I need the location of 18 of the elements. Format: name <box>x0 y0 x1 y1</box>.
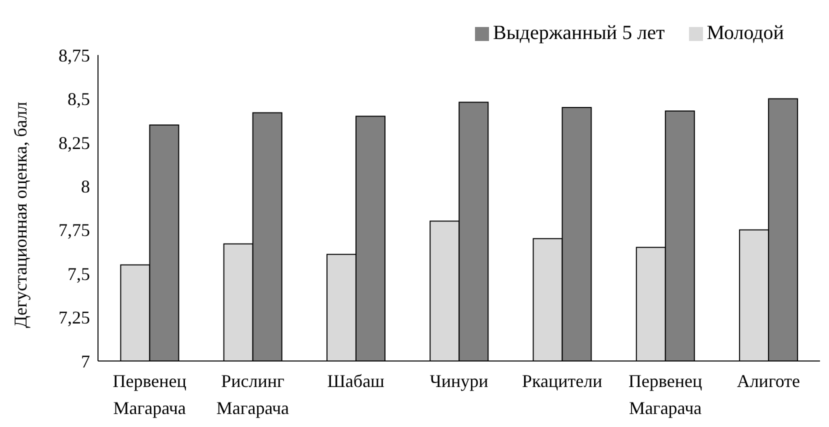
y-tick-label: 8,25 <box>58 132 90 153</box>
x-tick-label: Шабаш <box>327 371 385 391</box>
y-tick-label: 8,75 <box>58 45 90 66</box>
y-axis-title: Дегустационная оценка, балл <box>10 102 30 328</box>
legend-label: Молодой <box>706 22 784 44</box>
y-tick-label: 7,5 <box>68 264 90 284</box>
x-tick-label: Алиготе <box>736 371 800 391</box>
x-tick-label: Первенец Магарача <box>628 371 702 418</box>
x-tick-label: Ркацители <box>522 371 603 391</box>
x-tick-label: Чинури <box>430 371 489 391</box>
y-tick-label: 8 <box>81 176 90 197</box>
y-tick-label: 7,75 <box>58 220 90 240</box>
y-tick-label: 8,5 <box>68 89 90 110</box>
y-tick-label: 7 <box>81 351 90 372</box>
y-tick-label: 7,25 <box>58 308 90 328</box>
x-tick-label: Первенец Магарача <box>112 371 187 418</box>
legend-label: Выдержанный 5 лет <box>493 22 665 44</box>
x-tick-label: Рислинг Магарача <box>216 371 290 418</box>
